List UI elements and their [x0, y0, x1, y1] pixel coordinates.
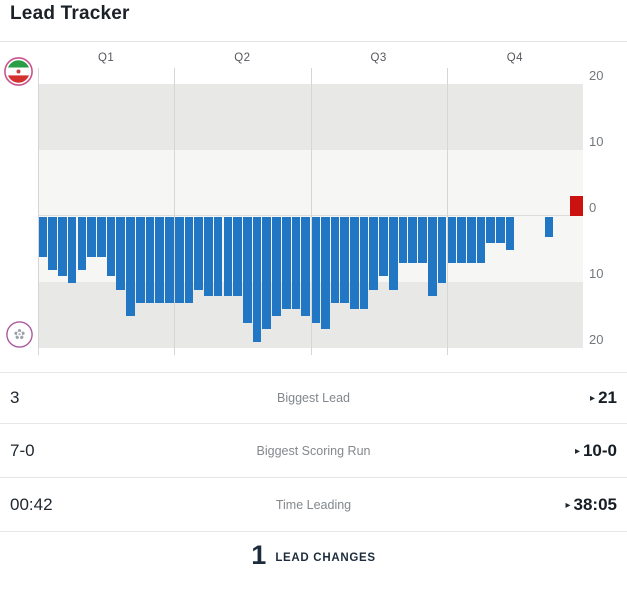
team2-lead-bar: [311, 217, 320, 323]
team2-lead-bar: [505, 217, 515, 250]
y-axis-tick-label: 10: [589, 134, 604, 149]
stat-label: Biggest Lead: [277, 391, 350, 405]
team2-lead-bar: [233, 217, 242, 297]
team2-lead-bar: [96, 217, 106, 257]
team2-lead-bar: [174, 217, 184, 303]
team2-lead-bar: [418, 217, 427, 264]
team2-lead-bar: [242, 217, 252, 323]
team2-lead-bar: [379, 217, 388, 277]
team1-time-leading: 00:42: [10, 494, 53, 514]
team2-lead-bar: [320, 217, 330, 330]
stat-row-time-leading: 00:42 Time Leading ▸ 38:05: [0, 477, 627, 532]
stat-label: Biggest Scoring Run: [256, 443, 371, 458]
quarter-label: Q1: [98, 52, 115, 64]
team2-lead-bar: [486, 217, 495, 244]
team2-lead-bar: [447, 217, 457, 264]
team1-lead-bar: [570, 196, 583, 216]
team2-lead-bar: [165, 217, 174, 303]
team2-lead-bar: [58, 217, 67, 277]
team2-lead-bar: [48, 217, 58, 270]
team2-lead-bar: [496, 217, 505, 244]
team2-lead-bar: [145, 217, 155, 303]
team2-lead-bar: [359, 217, 369, 310]
chart-band: [38, 84, 583, 150]
team2-lead-bar: [87, 217, 96, 257]
team2-lead-bar: [291, 217, 301, 310]
team2-lead-bar: [388, 217, 398, 290]
team2-lead-bar: [544, 217, 554, 237]
lead-changes-count: 1: [251, 540, 267, 570]
page-title: Lead Tracker: [10, 3, 130, 24]
lead-changes-summary: 1 LEAD CHANGES: [0, 540, 627, 570]
team2-lead-bar: [135, 217, 145, 303]
quarter-divider: [174, 68, 175, 355]
team2-lead-bar: [213, 217, 223, 297]
team2-lead-bar: [301, 217, 311, 316]
team2-lead-bar: [272, 217, 281, 316]
leader-arrow-icon: ▸: [590, 393, 596, 404]
lead-tracker-chart: Q1 Q2 Q3 Q4 20 10 0 10 20: [0, 41, 627, 361]
team2-lead-bar: [262, 217, 272, 330]
y-axis-tick-label: 20: [589, 332, 604, 347]
team2-lead-bar: [67, 217, 77, 283]
team2-lead-bar: [457, 217, 466, 264]
team2-lead-bar: [184, 217, 194, 303]
zero-line: [38, 215, 583, 216]
team2-lead-bar: [476, 217, 486, 264]
stat-label: Time Leading: [275, 497, 352, 512]
team2-lead-bar: [330, 217, 340, 303]
team2-lead-bar: [427, 217, 437, 297]
quarter-label: Q4: [506, 52, 523, 64]
team2-lead-bar: [350, 217, 359, 310]
stat-row-biggest-scoring-run: 7-0 Biggest Scoring Run ▸ 10-0: [0, 423, 627, 477]
plot-area: [38, 84, 583, 348]
team2-lead-bar: [252, 217, 262, 343]
team2-biggest-lead: ▸ 21: [590, 388, 617, 407]
team2-lead-bar: [126, 217, 135, 316]
team2-lead-bar: [155, 217, 165, 303]
white-crest-logo: [6, 321, 33, 348]
plot-left-border: [38, 68, 39, 355]
y-axis-tick-label: 10: [589, 266, 604, 281]
team2-lead-bar: [398, 217, 408, 264]
chart-band: [38, 150, 583, 216]
team2-biggest-run: ▸ 10-0: [574, 440, 617, 460]
team1-biggest-lead: 3: [10, 388, 20, 407]
stats-table: 3 Biggest Lead ▸ 21 7-0 Biggest Scoring R…: [0, 372, 627, 532]
stat-row-biggest-lead: 3 Biggest Lead ▸ 21: [0, 372, 627, 423]
lead-changes-label: LEAD CHANGES: [275, 551, 376, 564]
quarter-label: Q2: [234, 52, 251, 64]
team2-lead-bar: [281, 217, 291, 310]
team2-lead-bar: [369, 217, 379, 290]
leader-arrow-icon: ▸: [565, 499, 571, 511]
team2-lead-bar: [466, 217, 476, 264]
team2-lead-bar: [77, 217, 87, 270]
team2-lead-bar: [437, 217, 447, 283]
quarter-label: Q3: [370, 52, 387, 64]
team2-time-leading: ▸ 38:05: [565, 494, 617, 514]
team2-lead-bar: [106, 217, 116, 277]
team2-lead-bar: [204, 217, 213, 297]
y-axis-tick-label: 0: [589, 200, 597, 215]
team2-lead-bar: [408, 217, 418, 264]
y-axis-tick-label: 20: [589, 68, 604, 83]
divider: [0, 41, 627, 42]
team2-lead-bar: [38, 217, 48, 257]
team2-lead-bar: [223, 217, 233, 297]
quarter-divider: [311, 68, 312, 355]
iran-flag-logo: [4, 57, 33, 86]
team1-biggest-run: 7-0: [10, 440, 35, 460]
leader-arrow-icon: ▸: [574, 445, 580, 457]
team2-lead-bar: [340, 217, 349, 303]
team2-lead-bar: [194, 217, 203, 290]
team2-lead-bar: [116, 217, 126, 290]
quarter-divider: [447, 68, 448, 355]
